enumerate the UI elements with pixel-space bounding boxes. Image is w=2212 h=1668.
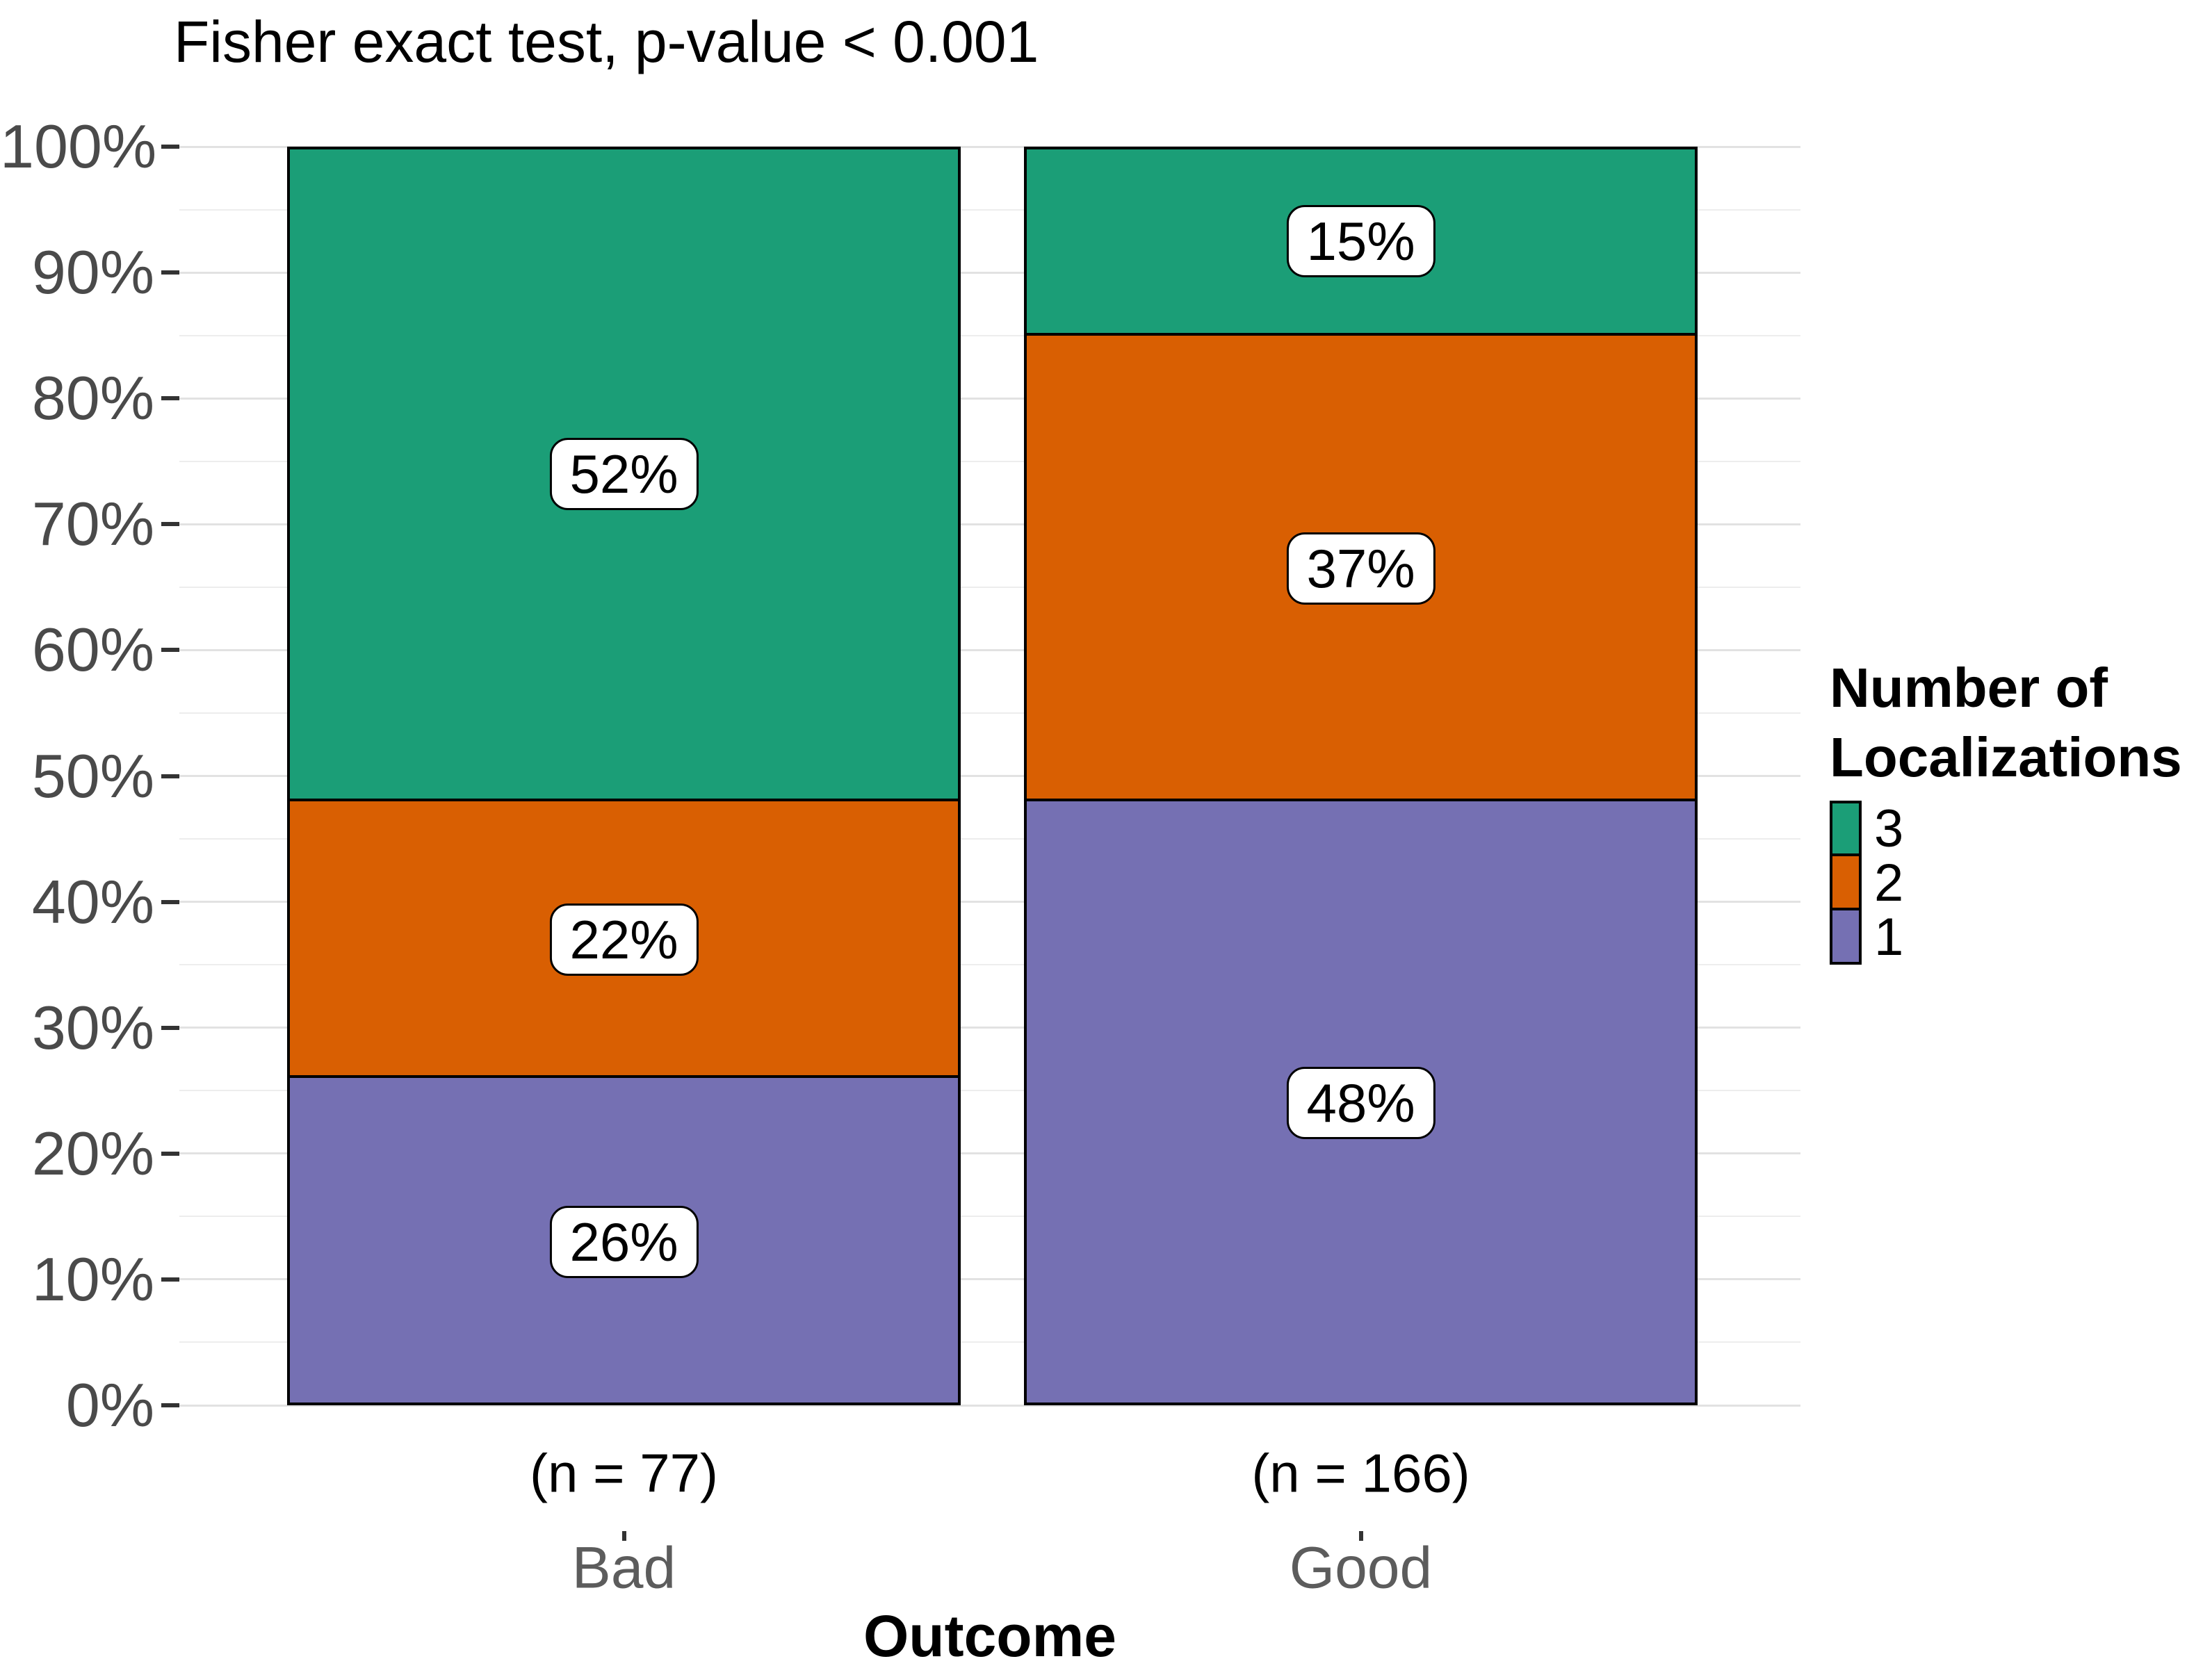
legend-title: Number of Localizations [1830, 657, 2182, 788]
legend-swatch-1 [1830, 908, 1862, 965]
gridline-minor [179, 1090, 1800, 1092]
segment-percent-label: 37% [1286, 532, 1436, 605]
legend-swatch-3 [1830, 801, 1862, 858]
y-axis-tick-mark [161, 522, 179, 527]
y-axis-tick-mark [161, 1403, 179, 1407]
y-axis-tick-mark [161, 1151, 179, 1156]
legend-entry-3: 3 [1830, 799, 2212, 858]
segment-percent-label: 22% [549, 903, 699, 976]
gridline-major [179, 1278, 1800, 1281]
gridline-minor [179, 1341, 1800, 1343]
segment-percent-label: 15% [1286, 204, 1436, 277]
y-axis-tick-mark [161, 145, 179, 149]
segment-percent-label: 26% [549, 1205, 699, 1278]
x-axis-tick-mark [1358, 1531, 1363, 1541]
y-axis-tick-label: 70% [31, 489, 154, 559]
gridline-major [179, 1404, 1800, 1407]
legend-entry-label: 2 [1874, 853, 1904, 913]
gridline-major [179, 397, 1800, 400]
gridline-major [179, 1027, 1800, 1029]
gridline-minor [179, 964, 1800, 966]
y-axis-tick-label: 40% [31, 867, 154, 936]
y-axis-tick-mark [161, 1025, 179, 1030]
legend-swatch-2 [1830, 853, 1862, 910]
gridline-minor [179, 586, 1800, 588]
legend-entry-label: 3 [1874, 799, 1904, 858]
y-axis-tick-label: 50% [31, 741, 154, 810]
y-axis-tick-label: 10% [31, 1244, 154, 1314]
y-axis-tick-label: 20% [31, 1118, 154, 1188]
legend-entry-label: 1 [1874, 908, 1904, 967]
legend-entry-2: 2 [1830, 853, 2212, 913]
gridline-major [179, 145, 1800, 148]
y-axis-tick-label: 30% [31, 992, 154, 1062]
chart-title: Fisher exact test, p-value < 0.001 [174, 9, 1039, 74]
y-axis-tick-mark [161, 648, 179, 653]
y-axis-tick-label: 90% [31, 238, 154, 307]
gridline-major [179, 271, 1800, 274]
y-axis-tick-label: 80% [31, 363, 154, 433]
y-axis-tick-mark [161, 1277, 179, 1282]
sample-size-label: (n = 166) [1251, 1442, 1470, 1504]
y-axis-tick-mark [161, 270, 179, 275]
x-axis-title: Outcome [863, 1603, 1117, 1668]
gridline-minor [179, 460, 1800, 462]
legend-entry-1: 1 [1830, 908, 2212, 967]
gridline-major [179, 775, 1800, 777]
gridline-major [179, 1152, 1800, 1155]
y-axis-tick-label: 100% [0, 112, 157, 181]
y-axis-tick-mark [161, 396, 179, 401]
y-axis-tick-label: 60% [31, 615, 154, 685]
y-axis-tick-label: 0% [65, 1371, 154, 1439]
gridline-minor [179, 838, 1800, 840]
x-axis-tick-mark [621, 1531, 626, 1541]
gridline-minor [179, 1216, 1800, 1218]
gridline-major [179, 523, 1800, 525]
gridline-minor [179, 712, 1800, 714]
y-axis-tick-mark [161, 774, 179, 778]
gridline-major [179, 901, 1800, 903]
gridline-minor [179, 208, 1800, 211]
x-axis-category-label: Good [1289, 1535, 1433, 1601]
segment-percent-label: 52% [549, 437, 699, 510]
sample-size-label: (n = 77) [530, 1442, 718, 1504]
x-axis-category-label: Bad [571, 1535, 676, 1601]
gridline-major [179, 648, 1800, 651]
segment-percent-label: 48% [1286, 1067, 1436, 1140]
gridline-minor [179, 334, 1800, 336]
y-axis-tick-mark [161, 899, 179, 904]
